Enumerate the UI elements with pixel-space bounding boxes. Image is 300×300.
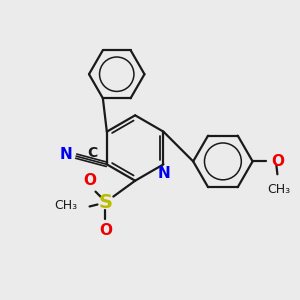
Text: N: N: [59, 147, 72, 162]
Text: CH₃: CH₃: [267, 183, 290, 196]
Text: O: O: [99, 223, 112, 238]
Text: O: O: [272, 154, 284, 169]
Text: S: S: [98, 193, 112, 212]
Text: O: O: [83, 173, 96, 188]
Text: CH₃: CH₃: [55, 199, 78, 212]
Text: N: N: [158, 166, 171, 181]
Text: C: C: [87, 146, 98, 160]
